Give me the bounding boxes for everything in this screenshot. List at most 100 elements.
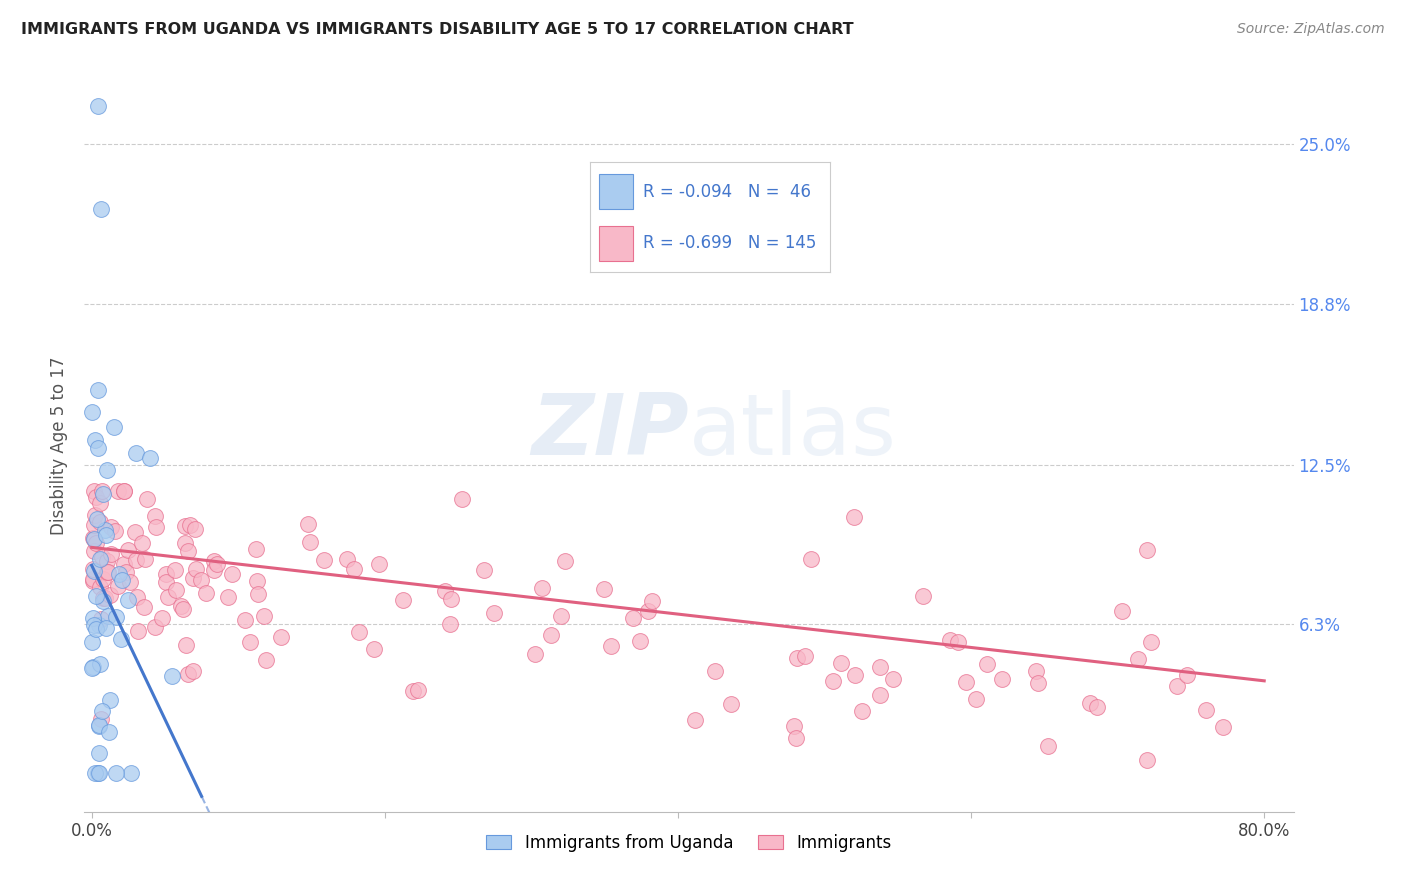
Point [124, 524, 146, 539]
Point [82, 572, 104, 586]
Point [1126, 651, 1149, 665]
Point [155, 574, 177, 589]
Point [91, 573, 114, 587]
Point [247, 587, 270, 601]
Point [118, 575, 141, 590]
Point [785, 731, 807, 746]
Point [89, 580, 111, 594]
Point [177, 544, 200, 558]
Point [174, 535, 197, 549]
Point [82, 562, 104, 576]
Point [139, 451, 162, 466]
Point [124, 446, 146, 460]
Point [190, 573, 212, 587]
Point [112, 483, 135, 498]
Legend: Immigrants from Uganda, Immigrants: Immigrants from Uganda, Immigrants [479, 827, 898, 858]
Point [991, 672, 1014, 686]
Point [82, 660, 104, 674]
Point [82, 574, 104, 589]
Point [823, 674, 845, 689]
Point [108, 566, 131, 581]
Point [523, 647, 546, 661]
Text: atlas: atlas [689, 390, 897, 473]
Point [312, 553, 335, 567]
Point [683, 714, 706, 728]
Text: ZIP: ZIP [531, 390, 689, 473]
Point [530, 581, 553, 595]
Point [1212, 720, 1234, 734]
Point [117, 593, 139, 607]
Point [112, 483, 135, 498]
Point [135, 491, 157, 506]
Point [91, 591, 114, 606]
Point [641, 594, 664, 608]
Point [298, 535, 321, 549]
Point [97, 609, 120, 624]
Point [127, 591, 149, 605]
Point [938, 632, 960, 647]
Point [1038, 739, 1060, 753]
Point [869, 688, 891, 702]
Point [439, 616, 461, 631]
Bar [599, 226, 633, 260]
Point [1195, 703, 1218, 717]
Point [217, 590, 239, 604]
Point [1026, 675, 1049, 690]
Point [194, 586, 217, 600]
Point [89, 496, 111, 510]
Point [1140, 634, 1163, 648]
Point [363, 642, 385, 657]
Point [98, 692, 121, 706]
Point [844, 667, 866, 681]
Point [82, 610, 104, 624]
Point [96, 566, 118, 580]
Point [793, 648, 815, 663]
Point [143, 620, 166, 634]
Point [96, 554, 118, 568]
Text: R = -0.699   N = 145: R = -0.699 N = 145 [643, 235, 815, 252]
Point [86, 622, 108, 636]
Point [368, 558, 391, 572]
Point [246, 574, 269, 589]
Point [946, 634, 969, 648]
Point [202, 554, 225, 568]
Point [84, 766, 107, 780]
Point [86, 589, 108, 603]
Point [1078, 696, 1101, 710]
Point [86, 512, 108, 526]
Point [882, 672, 904, 686]
Point [91, 483, 114, 498]
Point [592, 582, 614, 597]
Point [1025, 664, 1047, 678]
Point [91, 594, 114, 608]
Point [83, 483, 105, 498]
Point [174, 639, 197, 653]
Point [1175, 668, 1198, 682]
Bar [599, 174, 633, 210]
Point [253, 609, 276, 624]
Point [245, 541, 267, 556]
Point [93, 591, 115, 606]
Point [84, 536, 107, 550]
Text: R = -0.094   N =  46: R = -0.094 N = 46 [643, 183, 810, 201]
Point [107, 579, 129, 593]
Point [433, 584, 456, 599]
Point [783, 719, 806, 733]
Point [621, 611, 644, 625]
Point [82, 661, 104, 675]
Point [82, 635, 104, 649]
Point [143, 508, 166, 523]
Point [120, 766, 142, 780]
Point [111, 573, 134, 587]
Point [297, 517, 319, 532]
Point [84, 508, 107, 522]
Point [162, 669, 184, 683]
Point [786, 651, 808, 665]
Point [105, 766, 128, 780]
Point [87, 99, 110, 113]
Point [336, 552, 359, 566]
Point [115, 565, 138, 579]
Point [599, 640, 621, 654]
Point [127, 624, 149, 638]
Point [184, 561, 207, 575]
